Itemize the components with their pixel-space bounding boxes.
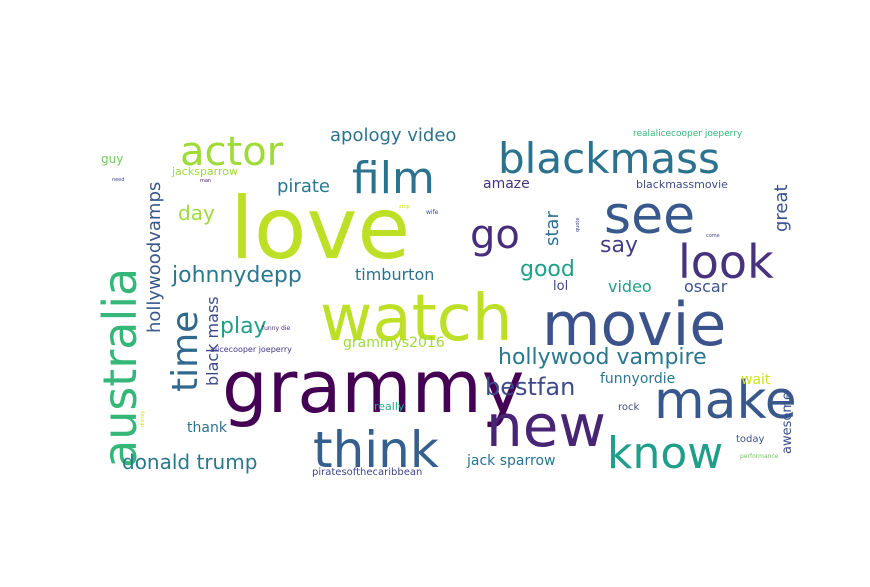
cloud-word-great: great: [771, 184, 792, 232]
cloud-word-need: need: [112, 177, 125, 183]
cloud-word-man: man: [200, 178, 211, 184]
cloud-word-day: day: [178, 201, 215, 225]
cloud-word-timburton: timburton: [355, 265, 434, 284]
cloud-word-star: star: [542, 211, 563, 246]
cloud-word-disney: disney: [140, 411, 146, 427]
cloud-word-go: go: [470, 212, 520, 258]
cloud-word-make: make: [654, 371, 797, 431]
cloud-word-stop: stop: [399, 204, 410, 210]
cloud-word-movie: movie: [542, 290, 726, 360]
cloud-word-jacksparrow: jacksparrow: [171, 165, 238, 178]
cloud-word-donald-trump: donald trump: [122, 450, 257, 474]
cloud-word-funnyordie: funnyordie: [600, 371, 675, 387]
cloud-word-blackmassmovie: blackmassmovie: [636, 178, 728, 191]
cloud-word-grammy: grammy: [222, 345, 524, 429]
cloud-word-australia: australia: [93, 268, 147, 468]
cloud-word-video: video: [608, 277, 652, 296]
cloud-word-say: say: [600, 233, 638, 258]
cloud-word-actor: actor: [180, 129, 284, 175]
cloud-word-funny-die: funny die: [262, 325, 290, 332]
cloud-word-watch: watch: [320, 282, 512, 356]
cloud-word-performance: performance: [740, 453, 779, 460]
cloud-word-apology-video: apology video: [330, 125, 456, 146]
cloud-word-thank: thank: [187, 420, 228, 436]
cloud-word-blackmass: blackmass: [498, 134, 720, 183]
cloud-word-really: really: [374, 400, 405, 413]
cloud-word-new: new: [486, 392, 606, 460]
cloud-word-come: come: [706, 233, 720, 239]
cloud-word-jack-sparrow: jack sparrow: [466, 453, 555, 469]
cloud-word-see: see: [604, 186, 695, 246]
cloud-word-rock: rock: [618, 402, 640, 413]
cloud-word-wait: wait: [741, 372, 771, 388]
cloud-word-play: play: [220, 314, 267, 339]
cloud-word-wife: wife: [426, 209, 439, 216]
cloud-word-good: good: [520, 257, 575, 282]
cloud-word-hollywoodvamps: hollywoodvamps: [144, 182, 165, 333]
cloud-word-black-mass: black mass: [203, 296, 222, 386]
cloud-word-realalicecooper-joeperry: realalicecooper joeperry: [633, 129, 743, 139]
cloud-word-lol: lol: [553, 279, 568, 294]
cloud-word-bestfan: bestfan: [485, 373, 575, 401]
cloud-word-amaze: amaze: [483, 176, 530, 192]
cloud-word-look: look: [678, 235, 774, 289]
cloud-word-today: today: [736, 434, 765, 445]
cloud-word-johnnydepp: johnnydepp: [171, 263, 302, 288]
cloud-word-alicecooper-joeperry: alicecooper joeperry: [210, 345, 292, 354]
cloud-word-time: time: [165, 311, 206, 392]
cloud-word-oscar: oscar: [684, 277, 728, 296]
cloud-word-quote: quote: [575, 218, 581, 232]
cloud-word-think: think: [313, 421, 439, 479]
cloud-word-pirate: pirate: [277, 176, 330, 197]
cloud-word-know: know: [607, 428, 723, 479]
cloud-word-awesome: awesome: [780, 392, 795, 454]
cloud-word-love: love: [230, 179, 410, 279]
cloud-word-grammys2016: grammys2016: [343, 335, 445, 351]
cloud-word-guy: guy: [101, 152, 123, 166]
cloud-word-piratesofthecaribbean: piratesofthecaribbean: [312, 467, 422, 478]
cloud-word-hollywood-vampire: hollywood vampire: [498, 345, 707, 370]
cloud-word-film: film: [352, 153, 435, 204]
